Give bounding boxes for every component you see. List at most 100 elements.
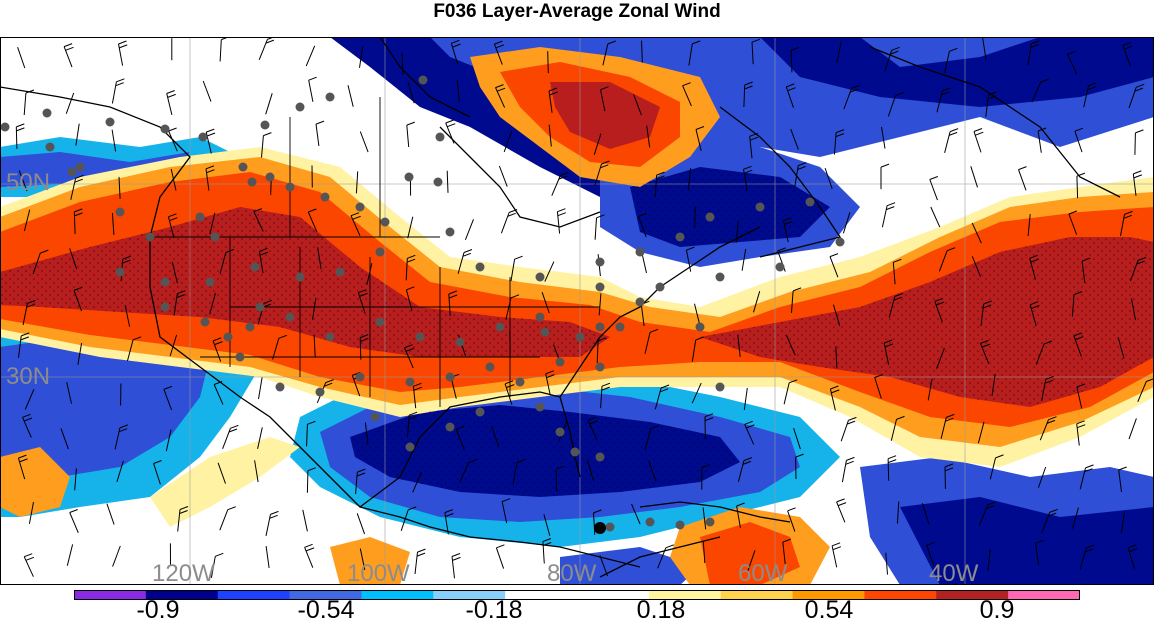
colorbar-swatch (218, 590, 290, 600)
station-dot (321, 193, 330, 202)
station-dot (196, 213, 205, 222)
station-dot (376, 248, 385, 257)
station-dot (68, 168, 77, 177)
colorbar-swatch (721, 590, 793, 600)
station-dot (656, 283, 665, 292)
lat-label-50n: 50N (6, 170, 50, 196)
station-dot (541, 328, 550, 337)
station-dot (146, 233, 155, 242)
station-dot (806, 198, 815, 207)
station-dot (43, 109, 52, 118)
lon-label-60w: 60W (738, 561, 787, 587)
station-dot (436, 133, 445, 142)
station-dot (405, 173, 414, 182)
station-dot (636, 298, 645, 307)
colorbar-swatch (361, 590, 433, 600)
wind-barb (510, 331, 511, 353)
lon-label-120w: 120W (152, 561, 215, 587)
lon-label-100w: 100W (347, 561, 410, 587)
station-dot (256, 303, 265, 312)
station-dot (106, 118, 115, 127)
zonal-wind-map (0, 37, 1154, 585)
station-dot (406, 443, 415, 452)
station-dot (776, 263, 785, 272)
station-dot (596, 363, 605, 372)
station-dot (161, 278, 170, 287)
station-dot (676, 233, 685, 242)
station-dot (376, 318, 385, 327)
station-dot (286, 313, 295, 322)
station-dot (434, 178, 443, 187)
colorbar (74, 590, 1080, 600)
station-dot (211, 233, 220, 242)
station-dot (1, 123, 10, 132)
station-dot (606, 523, 615, 532)
station-dot (261, 121, 270, 130)
station-dot (596, 453, 605, 462)
station-dot (224, 333, 233, 342)
station-dot (696, 323, 705, 332)
station-dot (326, 93, 335, 102)
station-dot (716, 273, 725, 282)
station-dot (556, 428, 565, 437)
colorbar-label: -0.9 (136, 596, 179, 624)
colorbar-label: -0.54 (298, 596, 355, 624)
station-dot (571, 448, 580, 457)
station-dot (576, 333, 585, 342)
station-dot (636, 248, 645, 257)
station-dot (496, 323, 505, 332)
station-dot (706, 518, 715, 527)
station-dot (246, 323, 255, 332)
lat-label-30n: 30N (6, 364, 50, 390)
station-dot (446, 423, 455, 432)
station-dot (536, 403, 545, 412)
station-dot (556, 358, 565, 367)
station-dot (536, 313, 545, 322)
station-dot (536, 273, 545, 282)
station-dot (316, 388, 325, 397)
station-dot (356, 373, 365, 382)
station-dot (116, 268, 125, 277)
station-dot (706, 213, 715, 222)
station-dot (516, 378, 525, 387)
colorbar-label: 0.18 (637, 596, 686, 624)
station-dot (336, 268, 345, 277)
station-dot (161, 303, 170, 312)
station-dot (251, 263, 260, 272)
colorbar-label: 0.9 (980, 596, 1015, 624)
station-dot (161, 125, 170, 134)
station-dot (419, 76, 428, 85)
colorbar-swatch (1008, 590, 1080, 600)
station-dot (406, 378, 415, 387)
station-dot (716, 383, 725, 392)
station-dot (266, 173, 275, 182)
station-dot (326, 333, 335, 342)
station-dot (446, 228, 455, 237)
wind-barb (548, 51, 549, 73)
station-dot (646, 518, 655, 527)
station-dot (596, 323, 605, 332)
colorbar-swatch (864, 590, 936, 600)
station-dot (756, 203, 765, 212)
station-dot (76, 163, 85, 172)
station-dot (296, 103, 305, 112)
station-dot (416, 333, 425, 342)
station-dot (276, 383, 285, 392)
station-dot (676, 521, 685, 530)
station-dot (596, 283, 605, 292)
station-dot (46, 143, 55, 152)
lon-label-40w: 40W (929, 561, 978, 587)
station-dot (456, 338, 465, 347)
station-dot (116, 208, 125, 217)
station-dot (236, 353, 245, 362)
station-dot (616, 323, 625, 332)
lon-label-80w: 80W (547, 561, 596, 587)
page-title: F036 Layer-Average Zonal Wind (0, 0, 1154, 24)
station-dot (476, 263, 485, 272)
station-dot (381, 218, 390, 227)
station-dot (356, 203, 365, 212)
station-dot (476, 408, 485, 417)
station-dot (239, 163, 248, 172)
colorbar-label: 0.54 (805, 596, 854, 624)
station-dot (296, 273, 305, 282)
